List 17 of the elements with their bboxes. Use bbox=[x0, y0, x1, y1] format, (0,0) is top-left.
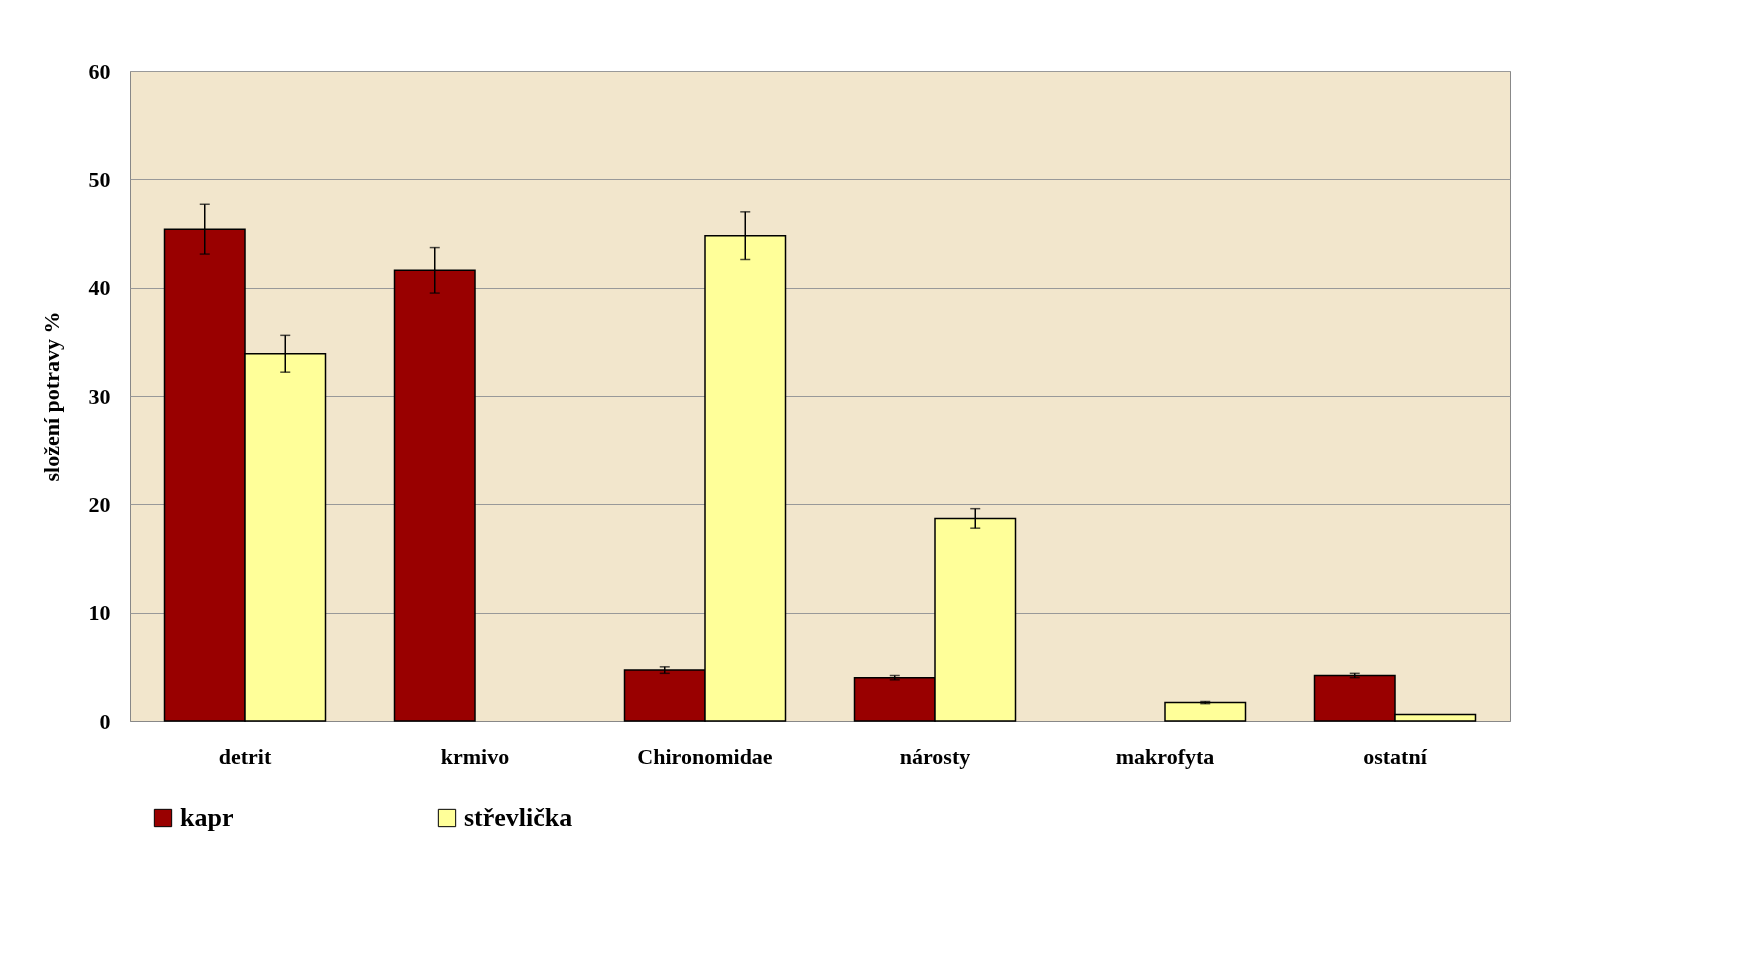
x-tick-label: makrofyta bbox=[1115, 743, 1215, 769]
x-tick-label: detrit bbox=[218, 743, 272, 769]
y-tick-label: 30 bbox=[88, 383, 111, 409]
y-tick-label: 40 bbox=[88, 275, 111, 301]
x-tick-label: krmivo bbox=[440, 743, 510, 769]
legend-label: kapr bbox=[180, 803, 234, 832]
y-tick-label: 20 bbox=[88, 491, 111, 517]
y-tick-label: 10 bbox=[88, 600, 111, 626]
y-tick-label: 60 bbox=[88, 58, 111, 84]
y-tick-label: 50 bbox=[88, 166, 111, 192]
y-axis-title: složení potravy % bbox=[38, 311, 64, 482]
x-tick-label: Chironomidae bbox=[637, 743, 773, 769]
y-tick-label: 0 bbox=[99, 708, 111, 734]
x-tick-label: ostatní bbox=[1363, 743, 1428, 769]
legend-label: střevlička bbox=[464, 803, 573, 832]
x-tick-label: nárosty bbox=[899, 743, 971, 769]
bar bbox=[1164, 701, 1247, 722]
